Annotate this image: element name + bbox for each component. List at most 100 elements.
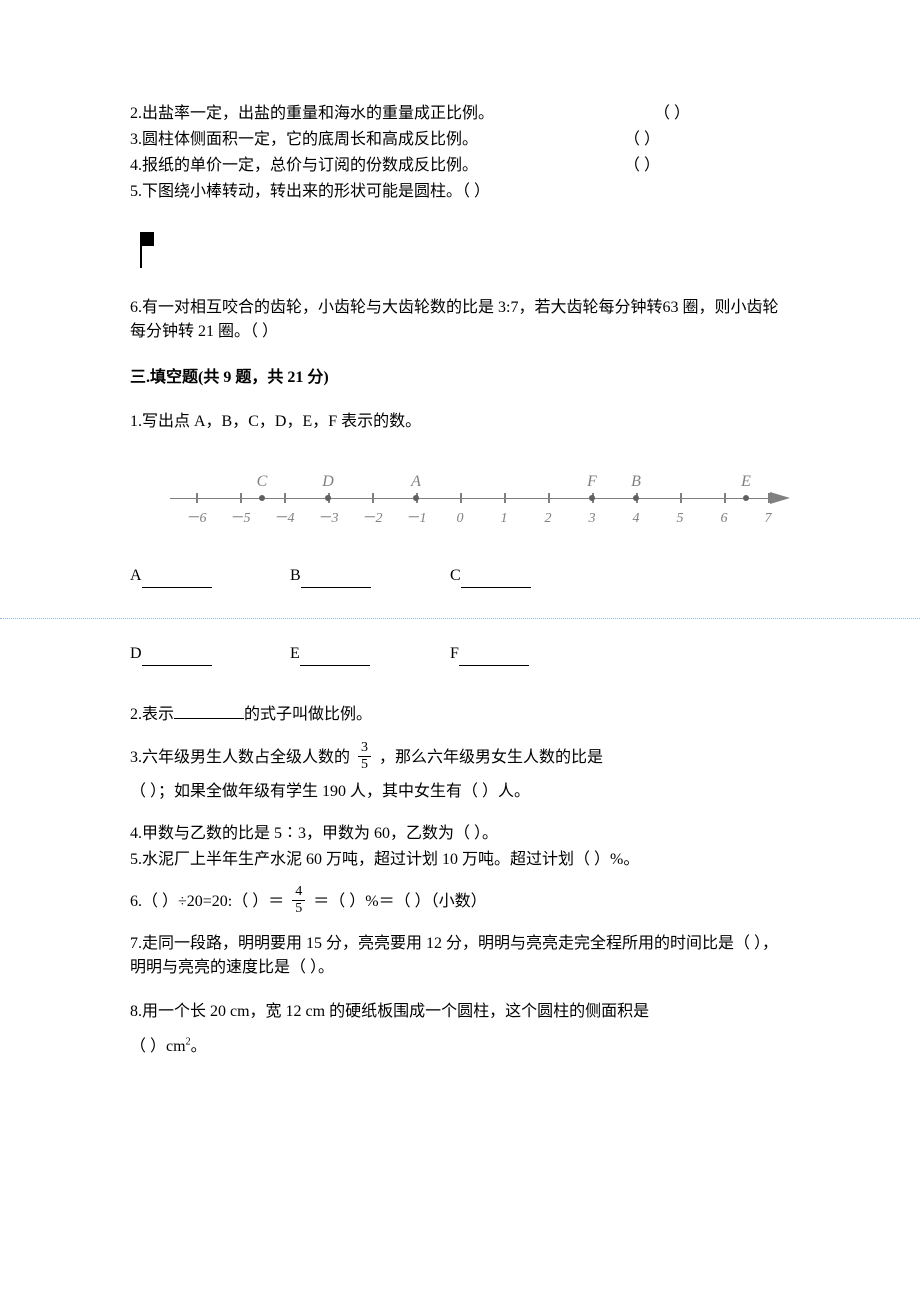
fill-q1-row-def: D E F bbox=[130, 642, 790, 666]
blank-D[interactable] bbox=[142, 649, 212, 666]
flag-figure bbox=[140, 232, 156, 268]
fill-q1-row-abc: A B C bbox=[130, 564, 790, 588]
tick bbox=[724, 493, 726, 503]
fill-q5-text: 5.水泥厂上半年生产水泥 60 万吨，超过计划 10 万吨。超过计划（ ）%。 bbox=[130, 851, 639, 868]
blank-E[interactable] bbox=[300, 649, 370, 666]
frac-n: 3 bbox=[358, 741, 371, 757]
number-line-arrow bbox=[770, 492, 790, 504]
fill-q8: 8.用一个长 20 cm，宽 12 cm 的硬纸板围成一个圆柱，这个圆柱的侧面积… bbox=[130, 994, 790, 1064]
fill-q5: 5.水泥厂上半年生产水泥 60 万吨，超过计划 10 万吨。超过计划（ ）%。 bbox=[130, 848, 790, 872]
tick-label: 1 bbox=[501, 508, 508, 529]
tick bbox=[372, 493, 374, 503]
judge-q5: 5.下图绕小棒转动，转出来的形状可能是圆柱。（ ） bbox=[130, 180, 790, 204]
fill-q1-text: 1.写出点 A，B，C，D，E，F 表示的数。 bbox=[130, 413, 421, 430]
judge-q3: 3.圆柱体侧面积一定，它的底周长和高成反比例。 （ ） bbox=[130, 128, 660, 152]
blank-A[interactable] bbox=[142, 571, 212, 588]
fill-q3: 3.六年级男生人数占全级人数的 35 ，那么六年级男女生人数的比是 （ ）；如果… bbox=[130, 741, 790, 808]
frac-d: 5 bbox=[358, 757, 371, 772]
tick-label: 5 bbox=[677, 508, 684, 529]
point-dot bbox=[325, 495, 331, 501]
label-E: E bbox=[290, 642, 300, 666]
tick-label: －1 bbox=[406, 508, 427, 529]
point-label: B bbox=[631, 470, 641, 494]
tick bbox=[548, 493, 550, 503]
label-B: B bbox=[290, 564, 301, 588]
tick bbox=[460, 493, 462, 503]
fill-q1-F: F bbox=[450, 642, 610, 666]
point-dot bbox=[589, 495, 595, 501]
fill-q1-D: D bbox=[130, 642, 290, 666]
tick-label: 4 bbox=[633, 508, 640, 529]
tick-label: 3 bbox=[589, 508, 596, 529]
fill-q2-blank[interactable] bbox=[174, 702, 244, 719]
tick bbox=[240, 493, 242, 503]
point-dot bbox=[413, 495, 419, 501]
tick bbox=[768, 493, 770, 503]
point-label: E bbox=[741, 470, 751, 494]
blank-C[interactable] bbox=[461, 571, 531, 588]
frac-n: 4 bbox=[292, 885, 305, 901]
fill-q7-text: 7.走同一段路，明明要用 15 分，亮亮要用 12 分，明明与亮亮走完全程所用的… bbox=[130, 935, 778, 976]
judge-q5-text: 5.下图绕小棒转动，转出来的形状可能是圆柱。（ ） bbox=[130, 183, 490, 200]
judge-q4-text: 4.报纸的单价一定，总价与订阅的份数成反比例。 bbox=[130, 154, 478, 178]
tick-label: －6 bbox=[186, 508, 207, 529]
tick-label: 0 bbox=[457, 508, 464, 529]
fill-q4-text: 4.甲数与乙数的比是 5∶3，甲数为 60，乙数为（ ）。 bbox=[130, 825, 498, 842]
fill-q3-c: （ ）；如果全做年级有学生 190 人，其中女生有（ ）人。 bbox=[130, 783, 530, 800]
tick bbox=[284, 493, 286, 503]
judge-q6: 6.有一对相互咬合的齿轮，小齿轮与大齿轮数的比是 3:7，若大齿轮每分钟转63 … bbox=[130, 296, 790, 344]
fill-q2: 2.表示的式子叫做比例。 bbox=[130, 702, 790, 727]
fill-q3-a: 3.六年级男生人数占全级人数的 bbox=[130, 749, 350, 766]
fill-q6-frac: 45 bbox=[292, 885, 305, 916]
tick bbox=[504, 493, 506, 503]
tick-label: 6 bbox=[721, 508, 728, 529]
fill-q1-A: A bbox=[130, 564, 290, 588]
judge-q4-paren: （ ） bbox=[624, 154, 660, 178]
section-3-title: 三.填空题(共 9 题，共 21 分) bbox=[130, 366, 790, 390]
tick-label: 7 bbox=[765, 508, 772, 529]
point-label: C bbox=[257, 470, 268, 494]
judge-q2: 2.出盐率一定，出盐的重量和海水的重量成正比例。 （ ） bbox=[130, 102, 690, 126]
label-D: D bbox=[130, 642, 142, 666]
fill-q4: 4.甲数与乙数的比是 5∶3，甲数为 60，乙数为（ ）。 bbox=[130, 822, 790, 846]
point-dot bbox=[743, 495, 749, 501]
fill-q7: 7.走同一段路，明明要用 15 分，亮亮要用 12 分，明明与亮亮走完全程所用的… bbox=[130, 932, 790, 980]
label-A: A bbox=[130, 564, 142, 588]
point-label: A bbox=[411, 470, 421, 494]
judge-q2-text: 2.出盐率一定，出盐的重量和海水的重量成正比例。 bbox=[130, 102, 494, 126]
page-divider bbox=[0, 618, 920, 622]
point-dot bbox=[633, 495, 639, 501]
judge-q2-paren: （ ） bbox=[654, 102, 690, 126]
tick bbox=[196, 493, 198, 503]
tick-label: 2 bbox=[545, 508, 552, 529]
frac-d: 5 bbox=[292, 901, 305, 916]
label-C: C bbox=[450, 564, 461, 588]
fill-q1-E: E bbox=[290, 642, 450, 666]
tick-label: －3 bbox=[318, 508, 339, 529]
fill-q8-a: 8.用一个长 20 cm，宽 12 cm 的硬纸板围成一个圆柱，这个圆柱的侧面积… bbox=[130, 1003, 649, 1020]
judge-q6-text: 6.有一对相互咬合的齿轮，小齿轮与大齿轮数的比是 3:7，若大齿轮每分钟转63 … bbox=[130, 299, 778, 340]
blank-B[interactable] bbox=[301, 571, 371, 588]
fill-q8-c: 。 bbox=[191, 1038, 207, 1055]
tick-label: －5 bbox=[230, 508, 251, 529]
fill-q3-frac: 35 bbox=[358, 741, 371, 772]
fill-q1-B: B bbox=[290, 564, 450, 588]
number-line: －6 －5 －4 －3 －2 －1 0 1 2 3 4 5 6 7 C D A F B E bbox=[170, 464, 810, 534]
fill-q6: 6.（ ）÷20=20:（ ）＝ 45 ＝（ ）%＝（ ）（小数） bbox=[130, 886, 790, 918]
tick-label: －2 bbox=[362, 508, 383, 529]
fill-q3-b: ，那么六年级男女生人数的比是 bbox=[379, 749, 603, 766]
point-dot bbox=[259, 495, 265, 501]
judge-q3-paren: （ ） bbox=[624, 128, 660, 152]
judge-q4: 4.报纸的单价一定，总价与订阅的份数成反比例。 （ ） bbox=[130, 154, 660, 178]
fill-q1: 1.写出点 A，B，C，D，E，F 表示的数。 bbox=[130, 410, 790, 434]
blank-F[interactable] bbox=[459, 649, 529, 666]
tick-label: －4 bbox=[274, 508, 295, 529]
tick bbox=[680, 493, 682, 503]
fill-q2-b: 的式子叫做比例。 bbox=[244, 706, 372, 723]
label-F: F bbox=[450, 642, 459, 666]
fill-q6-a: 6.（ ）÷20=20:（ ）＝ bbox=[130, 893, 284, 910]
point-label: D bbox=[322, 470, 334, 494]
fill-q1-C: C bbox=[450, 564, 610, 588]
fill-q6-b: ＝（ ）%＝（ ）（小数） bbox=[313, 893, 486, 910]
point-label: F bbox=[587, 470, 597, 494]
